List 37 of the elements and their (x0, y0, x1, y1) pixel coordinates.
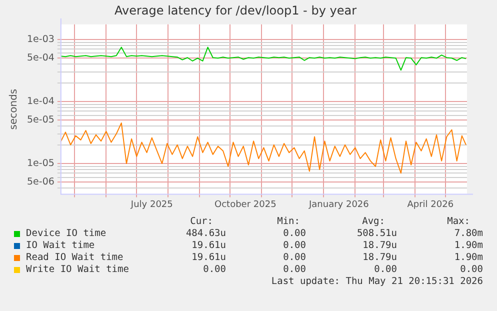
text: Max: (447, 216, 470, 228)
text: 19.61u (192, 252, 226, 264)
x-tick-label: October 2025 (214, 200, 276, 210)
text: 1.90m (454, 240, 483, 252)
y-tick-label: 5e-06 (27, 176, 54, 188)
y-axis-title: seconds (8, 88, 20, 130)
text: 0.00 (283, 264, 306, 276)
text: 0.00 (203, 264, 226, 276)
legend-label: Device IO time (26, 228, 106, 240)
text: 7.80m (454, 228, 483, 240)
x-tick-label: April 2026 (407, 200, 454, 210)
y-tick-label: 1e-05 (27, 158, 54, 169)
text: 18.79u (362, 240, 397, 252)
x-tick-label: July 2025 (130, 200, 173, 210)
chart-title: Average latency for /dev/loop1 - by year (114, 3, 357, 18)
text: 508.51u (356, 228, 397, 240)
text: Min: (277, 216, 300, 228)
text: 0.00 (283, 252, 306, 264)
text: 19.61u (192, 240, 226, 252)
legend-label: IO Wait time (26, 240, 95, 252)
y-tick-label: 5e-04 (27, 52, 54, 64)
text: 484.63u (186, 228, 226, 240)
text: 1.90m (454, 252, 483, 264)
y-tick-label: 1e-04 (27, 96, 54, 107)
text: 0.00 (460, 264, 483, 276)
y-tick-label: 1e-03 (27, 34, 54, 45)
text: Avg: (362, 216, 385, 228)
text: 0.00 (283, 240, 306, 252)
text: 0.00 (283, 228, 306, 240)
text: Cur: (190, 216, 213, 228)
text: 18.79u (362, 252, 397, 264)
text: 0.00 (374, 264, 397, 276)
legend-label: Write IO Wait time (26, 264, 129, 276)
text: Last update: Thu May 21 20:15:31 2026 (271, 276, 483, 288)
x-tick-label: January 2026 (308, 200, 370, 210)
legend-label: Read IO Wait time (26, 252, 124, 264)
y-tick-label: 5e-05 (27, 114, 54, 126)
